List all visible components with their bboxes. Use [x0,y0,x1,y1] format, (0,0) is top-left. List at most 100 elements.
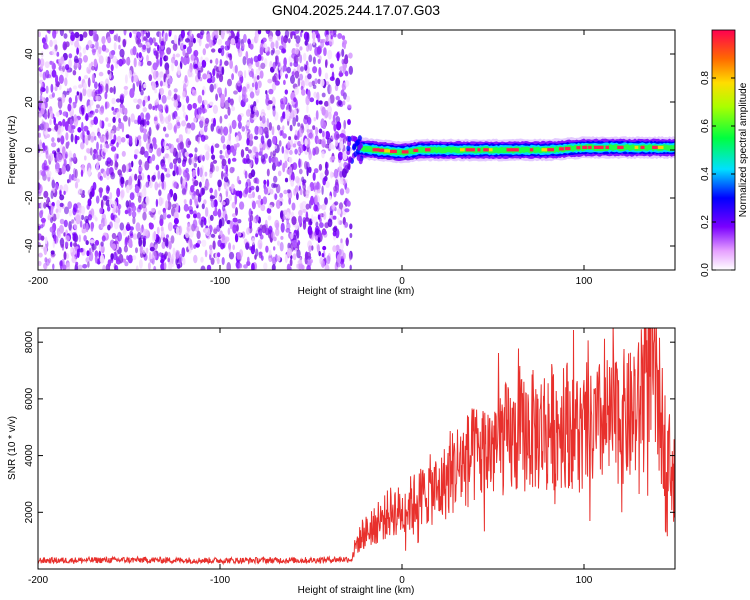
heatmap-noise-cell [168,89,172,97]
heatmap-noise-cell [245,146,249,152]
heatmap-noise-cell [178,134,183,140]
heatmap-noise-cell [87,261,90,268]
snr-x-axis-label: Height of straight line (km) [298,585,415,596]
heatmap-noise-cell [294,140,299,145]
heatmap-noise-cell [305,95,310,106]
heatmap-noise-cell [81,193,86,198]
heatmap-noise-cell [221,170,224,180]
heatmap-noise-cell [243,264,248,269]
heatmap-noise-cell [93,149,99,160]
heatmap-noise-cell [246,138,250,146]
heatmap-noise-cell [290,173,295,182]
heatmap-noise-cell [255,214,259,222]
heatmap-noise-cell [115,33,119,42]
heatmap-noise-cell [85,44,89,51]
heatmap-noise-cell [282,65,285,73]
heatmap-noise-cell [135,247,138,254]
heatmap-noise-cell [101,36,106,45]
heatmap-noise-cell [282,125,285,131]
heatmap-noise-cell [220,135,226,144]
heatmap-peak-cell [599,145,604,149]
heatmap-noise-cell [261,115,266,124]
heatmap-noise-cell [195,200,199,206]
heatmap-noise-cell [204,57,209,62]
heatmap-noise-cell [136,52,139,59]
heatmap-noise-cell [138,83,142,92]
heatmap-noise-cell [76,248,80,258]
heatmap-noise-cell [161,181,165,190]
snr-x-tick-label: 0 [399,575,405,586]
heatmap-noise-cell [128,238,133,248]
heatmap-noise-cell [299,54,303,64]
heatmap-noise-cell [281,48,287,54]
heatmap-noise-cell [62,118,66,127]
heatmap-noise-cell [312,216,318,224]
heatmap-noise-cell [122,58,126,64]
heatmap-noise-cell [89,191,93,200]
heatmap-noise-cell [83,82,87,90]
heatmap-noise-cell [292,143,297,148]
heatmap-noise-cell [133,74,139,83]
heatmap-noise-cell [294,135,299,141]
heatmap-noise-cell [227,227,231,235]
heatmap-noise-cell [117,35,121,43]
heatmap-noise-cell [217,195,221,202]
heatmap-noise-cell [169,162,174,170]
heatmap-noise-cell [63,158,67,168]
heatmap-noise-cell [299,188,303,196]
heatmap-noise-cell [57,231,61,239]
heatmap-noise-cell [215,34,219,39]
heatmap-noise-cell [201,239,207,247]
heatmap-noise-cell [242,56,247,66]
heatmap-noise-cell [143,118,147,128]
heatmap-noise-cell [297,260,303,265]
heatmap-peak-cell [593,145,601,149]
heatmap-noise-cell [260,56,264,61]
heatmap-noise-cell [114,265,119,270]
heatmap-noise-cell [243,33,247,43]
heatmap-noise-cell [278,140,282,147]
heatmap-noise-cell [160,162,166,170]
heatmap-noise-cell [123,115,128,122]
heatmap-noise-cell [290,31,293,40]
heatmap-noise-cell [75,214,81,225]
heatmap-noise-cell [111,97,116,105]
heatmap-noise-cell [69,241,73,248]
heatmap-noise-cell [182,257,186,266]
heatmap-noise-cell [139,139,142,147]
heatmap-noise-cell [162,237,166,243]
heatmap-noise-cell [68,97,73,104]
heatmap-noise-cell [38,182,41,191]
heatmap-noise-cell [227,53,232,58]
heatmap-noise-cell [138,159,142,166]
heatmap-noise-cell [204,249,208,258]
heatmap-noise-cell [174,59,179,67]
heatmap-noise-cell [323,211,327,221]
heatmap-noise-cell [147,262,151,270]
heatmap-noise-cell [128,135,133,145]
heatmap-noise-cell [182,50,186,56]
heatmap-noise-cell [229,220,233,230]
heatmap-noise-cell [241,86,247,95]
heatmap-noise-cell [55,212,60,220]
heatmap-noise-cell [282,111,286,119]
heatmap-noise-cell [82,31,88,38]
heatmap-noise-cell [132,30,138,34]
heatmap-noise-cell [226,262,231,270]
heatmap-noise-cell [343,57,349,65]
heatmap-noise-cell [270,151,273,157]
heatmap-noise-cell [68,53,73,59]
heatmap-noise-cell [206,73,211,80]
heatmap-noise-cell [125,57,131,66]
heatmap-noise-cell [332,230,337,237]
heatmap-noise-cell [221,66,225,76]
heatmap-transition-cell [352,143,357,150]
heatmap-noise-cell [148,74,153,82]
heatmap-noise-cell [173,192,178,202]
heatmap-noise-cell [125,200,130,208]
heatmap-noise-cell [268,35,273,42]
heatmap-noise-cell [86,250,90,257]
heatmap-noise-cell [134,119,138,125]
heatmap-x-tick-label: -100 [210,276,230,287]
heatmap-noise-cell [224,60,229,66]
